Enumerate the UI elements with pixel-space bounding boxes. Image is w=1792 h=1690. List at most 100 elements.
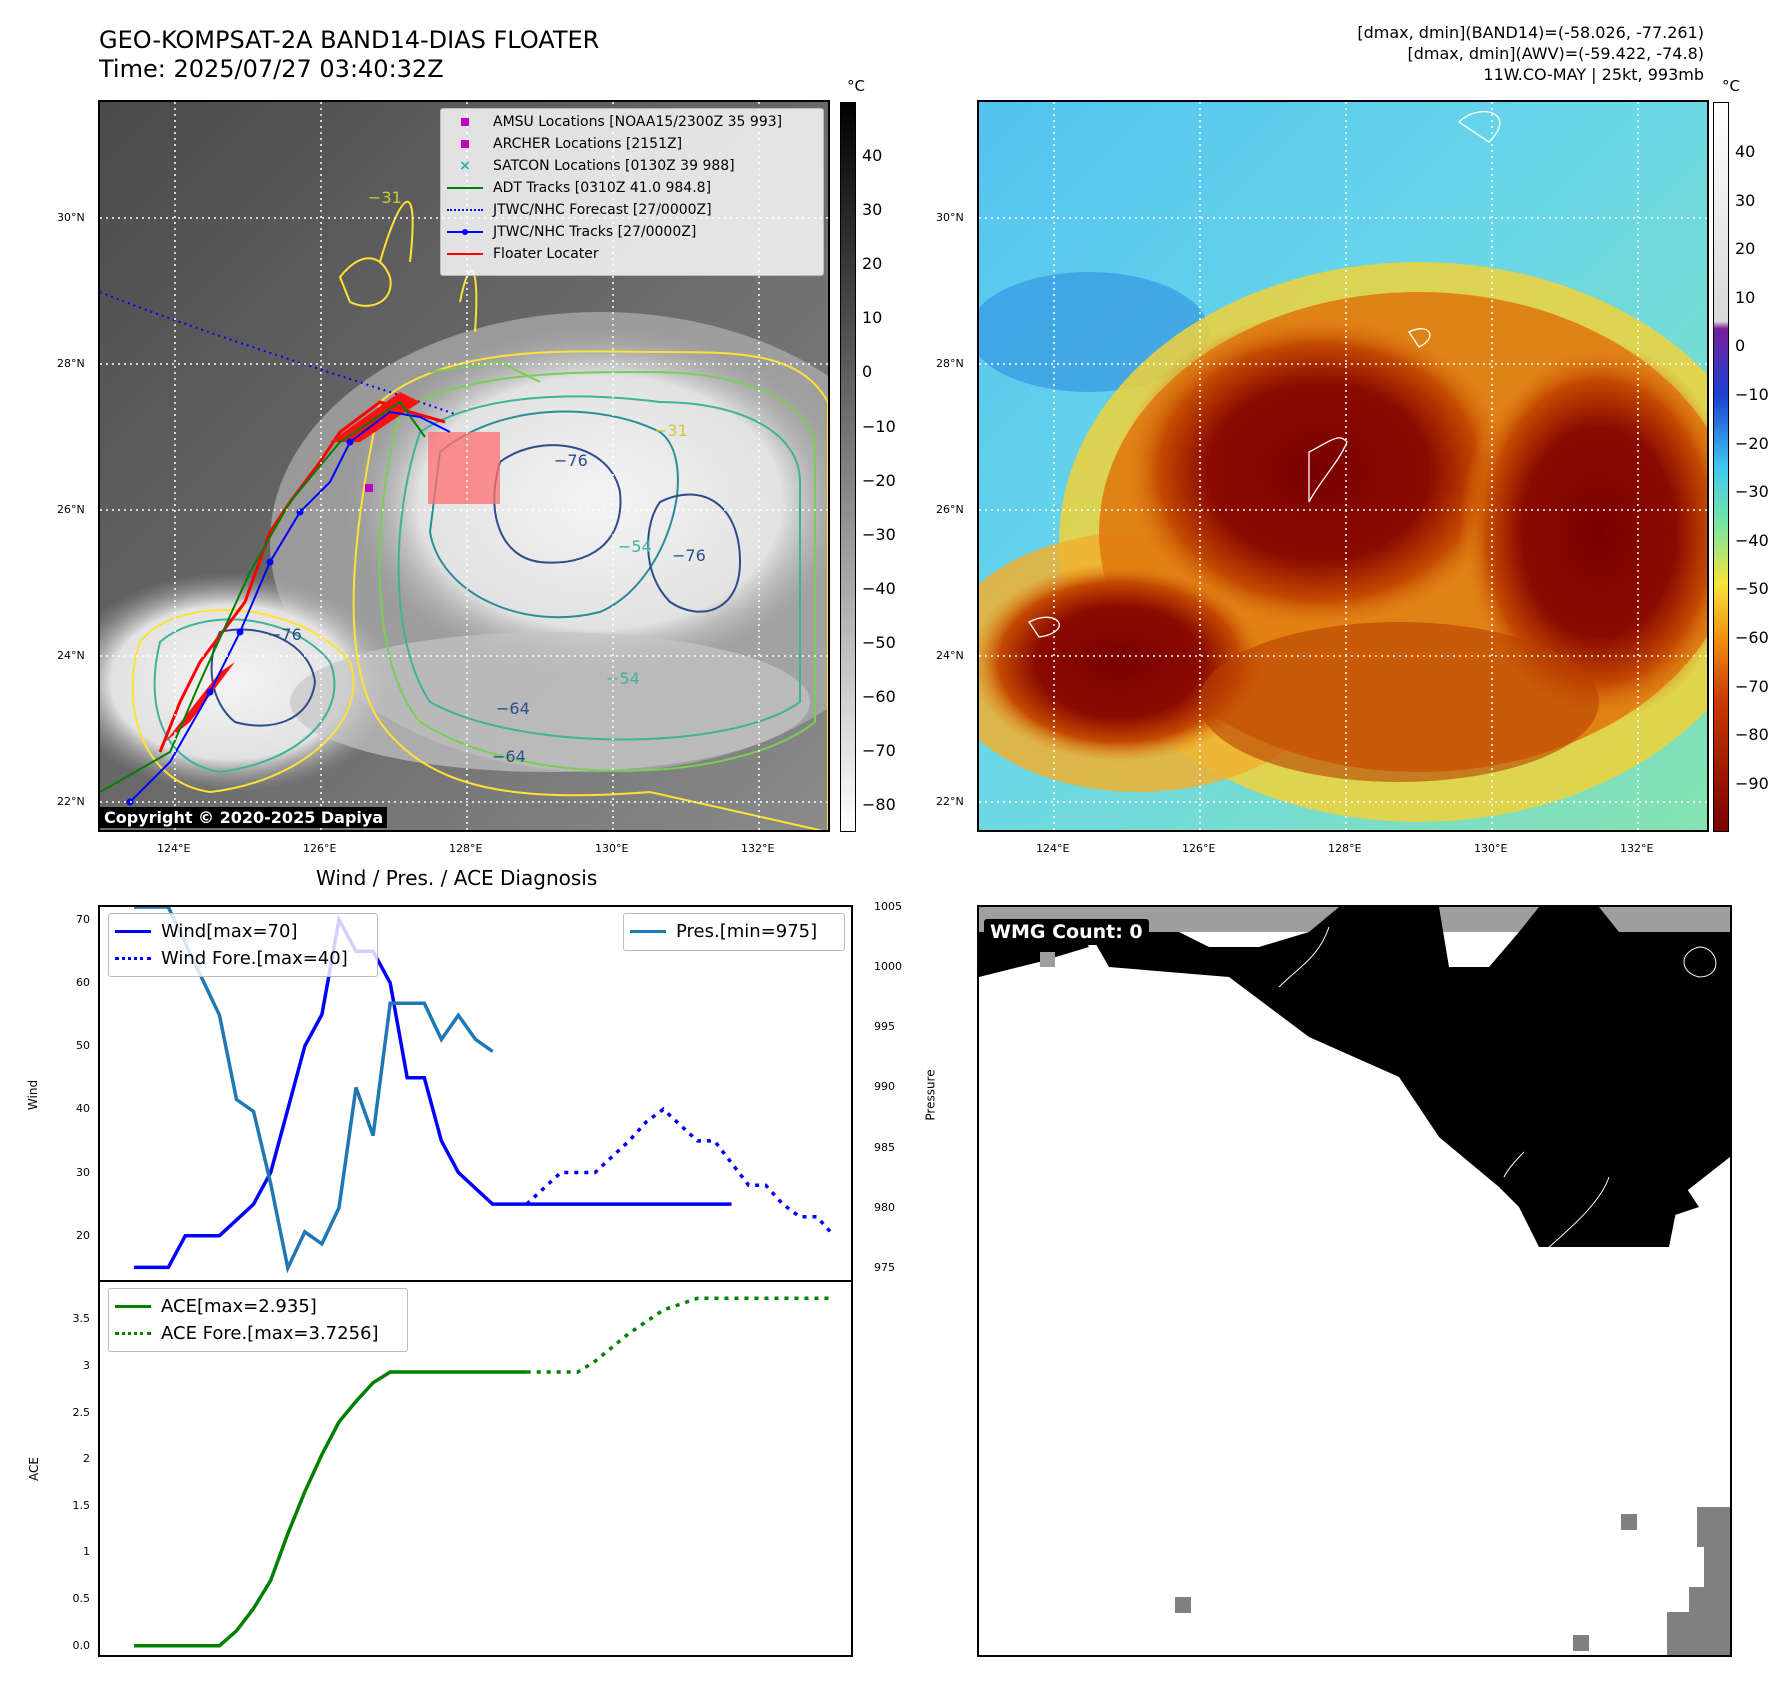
colorbar-tick-label: −40	[1735, 530, 1769, 550]
lon-label: 128°E	[449, 842, 483, 855]
axis-tick-label: 1000	[874, 960, 902, 974]
colorbar-tick-label: −10	[1735, 385, 1769, 404]
legend-entry-amsu: AMSU Locations [NOAA15/2300Z 35 993]	[447, 111, 817, 133]
axis-tick-label: 50	[76, 1039, 90, 1053]
ace-panel	[98, 1280, 853, 1657]
colorbar-tick-label: −70	[862, 741, 896, 761]
figure-stats: [dmax, dmin](BAND14)=(-58.026, -77.261) […	[1357, 22, 1704, 85]
axis-tick-label: 1005	[874, 900, 902, 913]
colorbar-tick-label: 0	[862, 362, 873, 382]
wmg-count-label: WMG Count: 0	[984, 919, 1149, 945]
pressure-axis-label: Pressure	[923, 1069, 938, 1121]
lon-label: 132°E	[741, 842, 775, 855]
colorbar-tick-label: −50	[1735, 579, 1769, 599]
colorbar-tick-label: 20	[1735, 239, 1756, 259]
floater-locator-box	[428, 432, 500, 504]
series-line	[134, 914, 732, 1270]
axis-tick-label: 20	[76, 1228, 90, 1242]
axis-tick-label: 0.0	[72, 1638, 91, 1652]
wind-axis-label: Wind	[26, 1079, 41, 1111]
colorbar-tick-label: 10	[862, 308, 883, 328]
colorbar-tick-label: −30	[1735, 482, 1769, 502]
contour-label: −54	[618, 537, 652, 556]
legend-entry-wind-fore: Wind Fore.[max=40]	[115, 945, 371, 972]
series-line	[134, 1370, 527, 1648]
colorbar-tick-label: 20	[862, 254, 883, 274]
color-colorbar	[1713, 102, 1729, 832]
colorbar-tick-label: −20	[862, 470, 896, 490]
title-line2: Time: 2025/07/27 03:40:32Z	[99, 55, 444, 83]
axis-tick-label: 40	[76, 1102, 90, 1116]
stats-awv: [dmax, dmin](AWV)=(-59.422, -74.8)	[1407, 44, 1704, 63]
colorbar-tick-label: −20	[1735, 433, 1769, 453]
contour-label: −76	[672, 546, 706, 565]
colorbar-tick-label: 30	[862, 200, 883, 220]
axis-tick-label: 975	[874, 1260, 895, 1274]
legend-entry-ace-fore: ACE Fore.[max=3.7256]	[115, 1320, 401, 1347]
legend-entry-forecast: JTWC/NHC Forecast [27/0000Z]	[447, 199, 817, 221]
adt-track	[100, 400, 426, 793]
wmg-mask-image	[979, 907, 1730, 1655]
ir-colorbar	[840, 102, 856, 832]
pressure-legend: Pres.[min=975]	[623, 913, 845, 951]
diagnosis-title: Wind / Pres. / ACE Diagnosis	[316, 866, 598, 890]
colorbar-tick-label: 30	[1735, 190, 1756, 210]
legend-entry-pressure: Pres.[min=975]	[630, 918, 838, 945]
lon-label: 130°E	[595, 842, 629, 855]
axis-tick-label: 1	[83, 1545, 90, 1559]
colorbar-tick-label: −60	[1735, 628, 1769, 647]
ace-legend: ACE[max=2.935] ACE Fore.[max=3.7256]	[108, 1288, 408, 1352]
series-line	[526, 1296, 834, 1374]
legend-entry-ace: ACE[max=2.935]	[115, 1293, 401, 1320]
lon-label: 128°E	[1328, 842, 1362, 855]
colorbar-tick-label: 10	[1735, 287, 1756, 307]
legend-entry-wind: Wind[max=70]	[115, 918, 371, 945]
legend-entry-floater: Floater Locater	[447, 243, 817, 265]
axis-tick-label: 60	[76, 975, 90, 989]
ace-plot	[134, 1296, 834, 1648]
colorbar-tick-label: −30	[862, 524, 896, 544]
lon-label: 130°E	[1474, 842, 1508, 855]
color-colorbar-unit: °C	[1722, 77, 1740, 95]
lon-label: 124°E	[1036, 842, 1070, 855]
wind-legend: Wind[max=70] Wind Fore.[max=40]	[108, 913, 378, 977]
colorbar-tick-label: −80	[1735, 725, 1769, 745]
contour-label: −76	[268, 625, 302, 644]
colorbar-tick-label: −80	[862, 795, 896, 815]
lat-label: 28°N	[936, 357, 964, 370]
colorbar-tick-label: −70	[1735, 676, 1769, 696]
lat-label: 26°N	[57, 503, 85, 516]
lon-label: 132°E	[1620, 842, 1654, 855]
contour-label: −31	[368, 188, 402, 207]
contour-label: −76	[554, 451, 588, 470]
ace-axis-label: ACE	[26, 1457, 41, 1481]
axis-tick-label: 1.5	[72, 1498, 91, 1512]
axis-tick-label: 3.5	[72, 1312, 91, 1326]
title-line1: GEO-KOMPSAT-2A BAND14-DIAS FLOATER	[99, 26, 600, 54]
colorbar-tick-label: −60	[862, 687, 896, 706]
forecast-track	[100, 291, 456, 415]
ir-map-legend: AMSU Locations [NOAA15/2300Z 35 993] ARC…	[440, 108, 824, 276]
colorbar-tick-label: −40	[862, 578, 896, 598]
axis-tick-label: 995	[874, 1020, 895, 1034]
contour-label: −31	[654, 421, 688, 440]
contour-label: −64	[492, 747, 526, 766]
colorbar-tick-label: −10	[862, 416, 896, 436]
colorbar-tick-label: 40	[862, 146, 883, 165]
lat-label: 24°N	[936, 649, 964, 662]
contour-label: −54	[606, 669, 640, 688]
axis-tick-label: 990	[874, 1080, 895, 1094]
color-map-panel	[977, 100, 1709, 832]
stats-storm: 11W.CO-MAY | 25kt, 993mb	[1483, 65, 1704, 84]
wmg-mask-panel	[977, 905, 1732, 1657]
lat-label: 26°N	[936, 503, 964, 516]
axis-tick-label: 2	[83, 1452, 90, 1466]
legend-entry-archer: ARCHER Locations [2151Z]	[447, 133, 817, 155]
figure-title: GEO-KOMPSAT-2A BAND14-DIAS FLOATER Time: …	[99, 26, 599, 84]
legend-entry-satcon: × SATCON Locations [0130Z 39 988]	[459, 158, 735, 174]
legend-entry-adt: ADT Tracks [0310Z 41.0 984.8]	[447, 177, 817, 199]
colorbar-tick-label: 40	[1735, 142, 1756, 161]
lat-label: 22°N	[57, 795, 85, 808]
copyright-label: Copyright © 2020-2025 Dapiya	[100, 807, 388, 828]
colorbar-tick-label: −90	[1735, 773, 1769, 793]
